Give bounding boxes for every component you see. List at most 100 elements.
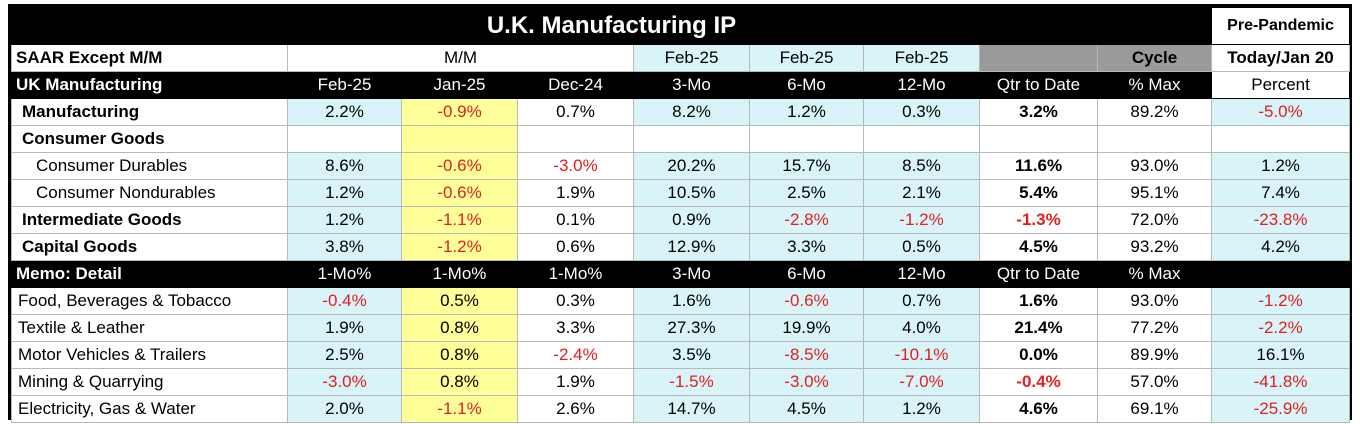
column-header: Feb-25: [287, 71, 402, 99]
value-cell: 1.6%: [979, 287, 1098, 315]
table-title: U.K. Manufacturing IP: [10, 7, 1213, 45]
value-cell: 0.0%: [979, 341, 1098, 369]
value-cell: -1.5%: [633, 368, 750, 396]
value-cell: 0.8%: [401, 314, 518, 342]
uk-manufacturing-label: UK Manufacturing: [11, 71, 288, 99]
column-header: Qtr to Date: [979, 71, 1098, 99]
value-cell: 8.5%: [863, 152, 980, 180]
column-header: Percent: [1211, 71, 1351, 99]
value-cell: 8.6%: [287, 152, 402, 180]
value-cell: 1.9%: [517, 179, 634, 207]
memo-row: Motor Vehicles & Trailers 2.5% 0.8% -2.4% 3.…: [11, 341, 1351, 369]
value-cell: 3.2%: [979, 98, 1098, 126]
row-label: Consumer Goods: [11, 125, 288, 153]
value-cell: 0.5%: [863, 233, 980, 261]
value-cell: 2.5%: [287, 341, 402, 369]
memo-row: Electricity, Gas & Water 2.0% -1.1% 2.6% 14.…: [11, 395, 1351, 423]
memo-column-header: % Max: [1096, 260, 1213, 288]
value-cell: 57.0%: [1096, 368, 1213, 396]
qtd-header-blank: [979, 44, 1098, 72]
value-cell: 0.6%: [517, 233, 634, 261]
value-cell: -0.6%: [749, 287, 864, 315]
value-cell: -2.4%: [517, 341, 634, 369]
value-cell: 10.5%: [633, 179, 750, 207]
table-row: Manufacturing 2.2% -0.9% 0.7% 8.2% 1.2% 0.3% 3.…: [11, 98, 1351, 126]
value-cell: [1211, 125, 1351, 153]
value-cell: 0.7%: [517, 98, 634, 126]
value-cell: 72.0%: [1096, 206, 1213, 234]
value-cell: 89.9%: [1096, 341, 1213, 369]
value-cell: 21.4%: [979, 314, 1098, 342]
value-cell: 93.0%: [1096, 287, 1213, 315]
value-cell: 1.2%: [1211, 152, 1351, 180]
value-cell: -1.2%: [1211, 287, 1351, 315]
value-cell: 4.2%: [1211, 233, 1351, 261]
value-cell: 4.5%: [749, 395, 864, 423]
value-cell: -2.8%: [749, 206, 864, 234]
value-cell: -0.4%: [287, 287, 402, 315]
value-cell: -2.2%: [1211, 314, 1351, 342]
value-cell: -3.0%: [517, 152, 634, 180]
row-label: Manufacturing: [11, 98, 288, 126]
row-label: Intermediate Goods: [11, 206, 288, 234]
value-cell: 2.5%: [749, 179, 864, 207]
value-cell: 3.3%: [749, 233, 864, 261]
row-label: Consumer Durables: [11, 152, 288, 180]
column-header: % Max: [1096, 71, 1213, 99]
value-cell: 95.1%: [1096, 179, 1213, 207]
value-cell: 2.1%: [863, 179, 980, 207]
value-cell: [287, 125, 402, 153]
value-cell: -0.6%: [401, 152, 518, 180]
memo-column-header: 1-Mo%: [517, 260, 634, 288]
header-row-saar: SAAR Except M/M M/M Feb-25 Feb-25 Feb-25…: [11, 44, 1351, 72]
value-cell: 11.6%: [979, 152, 1098, 180]
value-cell: 69.1%: [1096, 395, 1213, 423]
table-row: Consumer Goods: [11, 125, 1351, 153]
row-label: Food, Beverages & Tobacco: [11, 287, 288, 315]
value-cell: 4.0%: [863, 314, 980, 342]
value-cell: [863, 125, 980, 153]
value-cell: 16.1%: [1211, 341, 1351, 369]
value-cell: 0.3%: [863, 98, 980, 126]
value-cell: [517, 125, 634, 153]
value-cell: -41.8%: [1211, 368, 1351, 396]
row-label: Mining & Quarrying: [11, 368, 288, 396]
row-label: Motor Vehicles & Trailers: [11, 341, 288, 369]
memo-column-header: Qtr to Date: [979, 260, 1098, 288]
value-cell: 1.2%: [863, 395, 980, 423]
title-row: U.K. Manufacturing IP Pre-Pandemic: [10, 7, 1351, 45]
table-row: Capital Goods 3.8% -1.2% 0.6% 12.9% 3.3% 0.5% 4…: [11, 233, 1351, 261]
value-cell: 1.9%: [287, 314, 402, 342]
period-header-3mo: Feb-25: [633, 44, 750, 72]
value-cell: 93.2%: [1096, 233, 1213, 261]
value-cell: 4.5%: [979, 233, 1098, 261]
memo-detail-label: Memo: Detail: [11, 260, 288, 288]
column-header: 12-Mo: [863, 71, 980, 99]
value-cell: -1.2%: [863, 206, 980, 234]
value-cell: 3.5%: [633, 341, 750, 369]
value-cell: 2.0%: [287, 395, 402, 423]
memo-column-header: 1-Mo%: [287, 260, 402, 288]
mm-header: M/M: [287, 44, 634, 72]
value-cell: -0.6%: [401, 179, 518, 207]
value-cell: -1.3%: [979, 206, 1098, 234]
row-label: Capital Goods: [11, 233, 288, 261]
value-cell: -3.0%: [749, 368, 864, 396]
value-cell: 15.7%: [749, 152, 864, 180]
memo-row: Mining & Quarrying -3.0% 0.8% 1.9% -1.5% -3.0…: [11, 368, 1351, 396]
value-cell: 2.6%: [517, 395, 634, 423]
table-row: Consumer Durables 8.6% -0.6% -3.0% 20.2% 15.7…: [11, 152, 1351, 180]
value-cell: 20.2%: [633, 152, 750, 180]
value-cell: 89.2%: [1096, 98, 1213, 126]
row-label: Electricity, Gas & Water: [11, 395, 288, 423]
period-header-12mo: Feb-25: [863, 44, 980, 72]
table-row: Consumer Nondurables 1.2% -0.6% 1.9% 10.5% 2.…: [11, 179, 1351, 207]
value-cell: [979, 125, 1098, 153]
row-label: Consumer Nondurables: [11, 179, 288, 207]
value-cell: 77.2%: [1096, 314, 1213, 342]
value-cell: -8.5%: [749, 341, 864, 369]
value-cell: [749, 125, 864, 153]
value-cell: -5.0%: [1211, 98, 1351, 126]
value-cell: 27.3%: [633, 314, 750, 342]
value-cell: 19.9%: [749, 314, 864, 342]
